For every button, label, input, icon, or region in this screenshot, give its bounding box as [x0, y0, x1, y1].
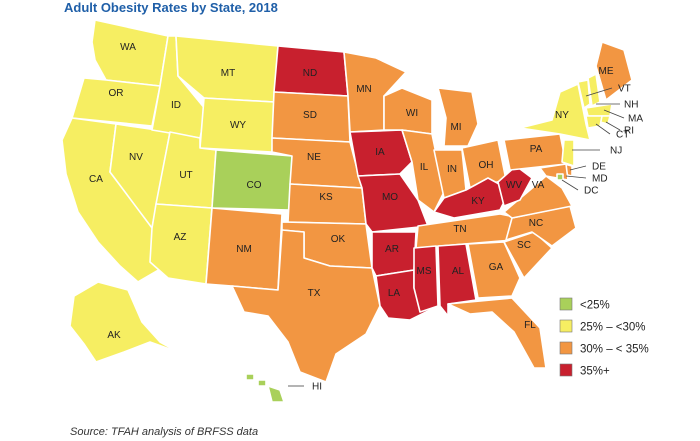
state-label-tn: TN: [453, 224, 466, 235]
state-mi: [437, 87, 479, 147]
state-az: [149, 203, 213, 285]
state-or: [71, 77, 161, 127]
state-label-al: AL: [452, 266, 465, 277]
state-label-nc: NC: [529, 218, 543, 229]
state-label-co: CO: [247, 180, 262, 191]
state-label-wa: WA: [120, 42, 136, 53]
state-label-va: VA: [532, 180, 545, 191]
state-label-ct: CT: [616, 130, 629, 141]
callout-line-md: [565, 175, 587, 179]
legend-label-lt25: <25%: [580, 300, 610, 312]
state-label-wv: WV: [506, 180, 522, 191]
state-ma: [585, 103, 613, 117]
state-label-nd: ND: [303, 68, 317, 79]
legend-label-35plus: 35%+: [580, 366, 610, 378]
legend-swatch-25to30: [559, 319, 573, 333]
state-nh: [587, 73, 601, 107]
legend-label-30to35: 30% – < 35%: [580, 344, 649, 356]
legend-swatch-30to35: [559, 341, 573, 355]
state-label-ca: CA: [89, 174, 103, 185]
state-label-ia: IA: [375, 147, 385, 158]
state-hi: [245, 373, 285, 403]
state-vt: [577, 79, 591, 109]
state-ak: [69, 281, 179, 363]
state-label-ne: NE: [307, 152, 321, 163]
state-label-or: OR: [109, 88, 124, 99]
state-label-in: IN: [447, 164, 457, 175]
state-labels-layer: WA OR CA NV ID MT WY UT AZ CO NM ND SD NE KS OK TX MN IA MO…: [89, 42, 643, 393]
state-label-ky: KY: [471, 196, 485, 207]
state-wa: [91, 19, 169, 87]
state-label-nh: NH: [624, 100, 638, 111]
state-ks: [287, 183, 367, 225]
callout-line-vt: [585, 87, 613, 97]
state-label-az: AZ: [174, 232, 187, 243]
map-title: Adult Obesity Rates by State, 2018: [64, 0, 278, 15]
legend-label-25to30: 25% – <30%: [580, 322, 646, 334]
callout-line-de: [569, 165, 587, 171]
state-label-wy: WY: [230, 120, 246, 131]
state-label-hi: HI: [312, 382, 322, 393]
states-layer: [61, 19, 633, 403]
state-label-mn: MN: [356, 84, 372, 95]
state-label-id: ID: [171, 100, 181, 111]
state-ms: [413, 245, 439, 313]
state-label-la: LA: [388, 288, 401, 299]
state-nj: [561, 139, 575, 167]
state-label-nm: NM: [236, 244, 252, 255]
state-label-il: IL: [420, 162, 429, 173]
state-label-wi: WI: [406, 108, 418, 119]
callout-line-dc: [561, 179, 579, 191]
state-tx: [231, 229, 381, 383]
state-label-sc: SC: [517, 240, 531, 251]
state-label-ny: NY: [555, 110, 569, 121]
state-label-ks: KS: [319, 192, 333, 203]
legend-swatch-lt25: [559, 297, 573, 311]
state-fl: [447, 297, 547, 369]
state-label-mo: MO: [382, 192, 398, 203]
callout-line-ma: [603, 109, 625, 119]
state-label-de: DE: [592, 162, 606, 173]
legend-swatch-35plus: [559, 363, 573, 377]
callout-line-ri: [605, 121, 621, 131]
state-me: [595, 41, 633, 101]
state-ga: [467, 241, 521, 299]
state-dc: [556, 173, 564, 181]
state-label-ut: UT: [179, 170, 192, 181]
state-label-nj: NJ: [610, 146, 622, 157]
state-sc: [503, 231, 553, 279]
state-label-md: MD: [592, 174, 608, 185]
state-label-ak: AK: [107, 330, 121, 341]
state-label-vt: VT: [618, 84, 631, 95]
state-label-ms: MS: [417, 266, 432, 277]
state-label-pa: PA: [530, 144, 543, 155]
state-label-ma: MA: [628, 114, 643, 125]
state-label-me: ME: [599, 66, 614, 77]
state-label-mt: MT: [221, 68, 235, 79]
state-label-oh: OH: [479, 160, 494, 171]
state-label-dc: DC: [584, 186, 598, 197]
state-label-ar: AR: [385, 244, 399, 255]
state-va: [503, 175, 573, 219]
state-label-tx: TX: [308, 288, 321, 299]
callout-line-ct: [595, 123, 611, 135]
source-note: Source: TFAH analysis of BRFSS data: [70, 426, 259, 438]
state-label-ga: GA: [489, 262, 504, 273]
state-label-nv: NV: [129, 152, 143, 163]
state-label-ri: RI: [624, 126, 634, 137]
legend: <25% 25% – <30% 30% – < 35% 35%+: [559, 297, 649, 378]
state-label-ok: OK: [331, 234, 346, 245]
state-mo: [357, 173, 429, 233]
state-label-sd: SD: [303, 110, 317, 121]
state-ny: [519, 83, 591, 141]
state-label-mi: MI: [450, 122, 461, 133]
state-label-fl: FL: [524, 320, 536, 331]
